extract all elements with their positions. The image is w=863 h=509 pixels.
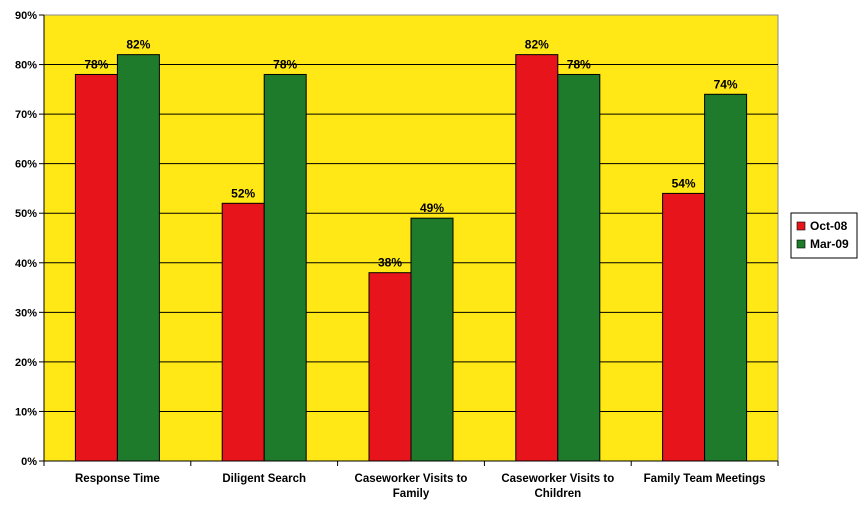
- y-tick-label: 50%: [15, 208, 37, 220]
- legend-swatch-oct-08: [796, 221, 806, 231]
- bar-mar-09: [116, 54, 160, 462]
- bar-mar-09: [557, 73, 601, 462]
- bar-oct-08: [662, 192, 706, 462]
- data-label-oct-08: 78%: [84, 57, 108, 71]
- data-label-oct-08: 54%: [672, 176, 696, 190]
- legend: Oct-08 Mar-09: [790, 212, 858, 259]
- x-tick-label: Caseworker Visits to Family: [355, 473, 468, 500]
- y-axis: 0% 10% 20% 30% 40% 50% 60% 70% 80% 90%: [15, 10, 45, 468]
- data-label-mar-09: 78%: [567, 57, 591, 71]
- bar-oct-08: [515, 54, 559, 462]
- bar-mar-09: [263, 73, 307, 462]
- bar-oct-08: [74, 73, 118, 462]
- data-label-mar-09: 74%: [714, 77, 738, 91]
- y-tick-label: 70%: [15, 109, 37, 121]
- data-label-mar-09: 82%: [126, 38, 150, 52]
- bar-oct-08: [368, 272, 412, 462]
- y-tick-label: 80%: [15, 60, 37, 72]
- x-tick-label: Caseworker Visits to Children: [501, 473, 614, 500]
- x-tick-label: Response Time: [75, 473, 160, 485]
- bars: [74, 54, 748, 462]
- y-tick-label: 20%: [15, 357, 37, 369]
- bar-oct-08: [221, 202, 265, 462]
- bar-mar-09: [704, 93, 748, 462]
- y-tick-label: 30%: [15, 307, 37, 319]
- legend-swatch-mar-09: [796, 239, 806, 249]
- y-tick-label: 10%: [15, 406, 37, 418]
- y-tick-label: 40%: [15, 258, 37, 270]
- x-axis: Response Time Diligent Search Caseworker V…: [43, 460, 779, 500]
- y-tick-label: 90%: [15, 10, 37, 22]
- x-tick-label: Family Team Meetings: [644, 473, 766, 485]
- bar-mar-09: [410, 217, 454, 462]
- data-label-oct-08: 82%: [525, 38, 549, 52]
- data-label-mar-09: 49%: [420, 201, 444, 215]
- data-label-mar-09: 78%: [273, 57, 297, 71]
- data-label-oct-08: 52%: [231, 186, 255, 200]
- legend-label-oct-08: Oct-08: [810, 219, 848, 233]
- data-labels: 78% 82% 52% 78% 38% 49% 82% 78% 54% 74%: [84, 38, 738, 270]
- legend-label-mar-09: Mar-09: [810, 237, 849, 251]
- data-label-oct-08: 38%: [378, 256, 402, 270]
- y-tick-label: 0%: [21, 456, 37, 468]
- x-tick-label: Diligent Search: [222, 473, 306, 485]
- y-tick-label: 60%: [15, 159, 37, 171]
- gridlines: [44, 64, 778, 412]
- legend-box: [790, 212, 858, 259]
